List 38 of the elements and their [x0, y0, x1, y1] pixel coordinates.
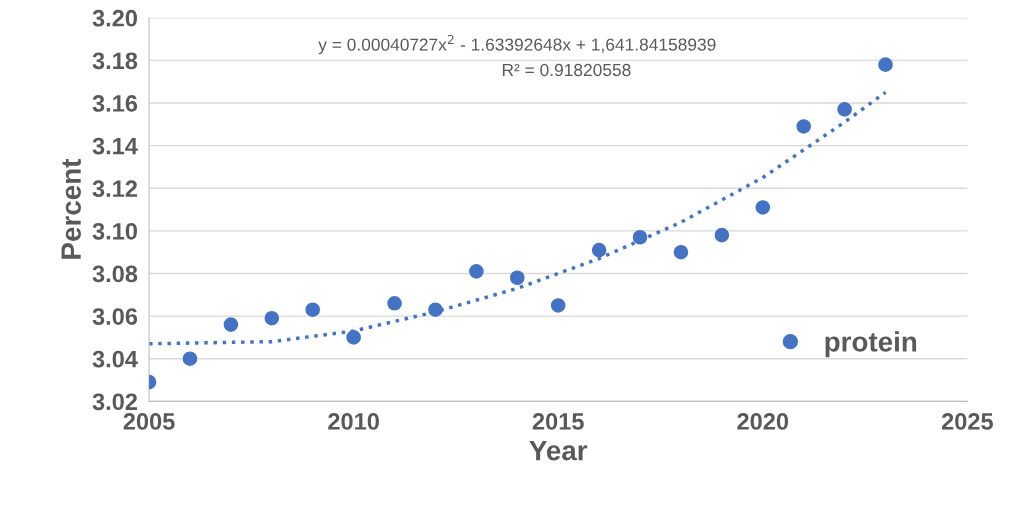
point — [796, 119, 811, 134]
point — [305, 302, 321, 317]
point — [346, 330, 361, 345]
point — [714, 227, 730, 243]
point — [550, 298, 566, 313]
y-tick-label: 3.08 — [92, 265, 138, 283]
point — [591, 242, 607, 258]
y-axis-title: Percent — [61, 158, 81, 259]
point — [837, 102, 852, 117]
point — [469, 264, 484, 279]
x-tick-label: 2005 — [123, 413, 175, 430]
y-tick-label: 3.04 — [92, 350, 138, 368]
point — [264, 310, 280, 326]
y-tick-label: 3.02 — [92, 393, 138, 411]
point — [673, 244, 689, 260]
x-tick-label: 2015 — [532, 413, 584, 430]
x-tick-label: 2020 — [737, 413, 789, 430]
point — [755, 200, 771, 215]
legend-label: protein — [825, 331, 917, 358]
point — [428, 302, 443, 317]
y-tick-label: 3.20 — [92, 9, 137, 27]
annotation: y = 0.00040727x$^{2}$ - 1.63392648x + 1,641.84158939 — [318, 34, 716, 55]
y-tick-label: 3.16 — [92, 95, 138, 112]
y-tick-label: 3.10 — [92, 222, 137, 240]
y-tick-label: 3.18 — [92, 52, 138, 70]
point — [510, 270, 525, 286]
x-tick-label: 2010 — [328, 413, 379, 430]
annotation: R² = 0.91820558 — [502, 63, 631, 77]
point — [387, 296, 402, 311]
y-tick-label: 3.12 — [92, 180, 138, 198]
x-axis-title: Year — [529, 441, 588, 461]
y-tick-label: 3.06 — [92, 308, 138, 325]
point — [182, 351, 198, 366]
point — [223, 317, 239, 332]
x-tick-label: 2025 — [941, 413, 993, 430]
point — [878, 57, 893, 72]
y-tick-label: 3.14 — [92, 137, 138, 155]
point — [632, 229, 648, 245]
